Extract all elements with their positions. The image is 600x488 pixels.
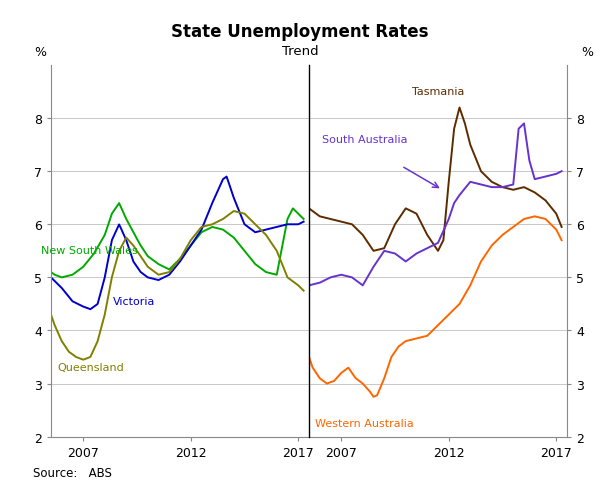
Text: New South Wales: New South Wales [41, 246, 138, 256]
Text: %: % [34, 45, 46, 59]
Text: Tasmania: Tasmania [412, 87, 464, 97]
Text: Queensland: Queensland [58, 363, 124, 372]
Text: State Unemployment Rates: State Unemployment Rates [171, 23, 429, 41]
Text: Source:   ABS: Source: ABS [33, 466, 112, 479]
Text: Victoria: Victoria [113, 296, 156, 306]
Text: Western Australia: Western Australia [316, 418, 414, 428]
Text: South Australia: South Australia [322, 135, 407, 145]
Text: %: % [581, 45, 593, 59]
Text: Trend: Trend [281, 45, 319, 58]
